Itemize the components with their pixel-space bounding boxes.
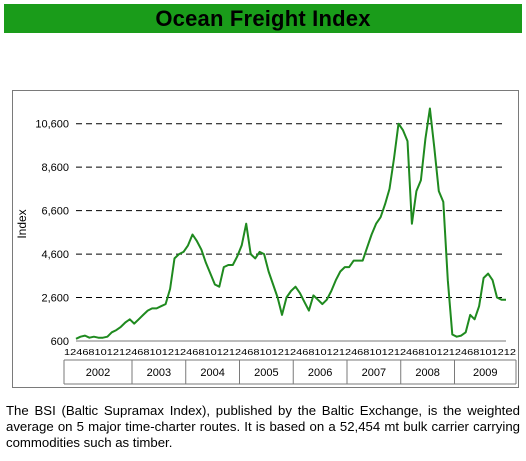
- year-label: 2006: [308, 367, 332, 379]
- title-banner: Ocean Freight Index: [4, 4, 522, 33]
- y-tick-label: 2,600: [41, 293, 69, 305]
- y-tick-label: 8,600: [41, 162, 69, 174]
- year-label: 2008: [415, 367, 439, 379]
- year-label: 2002: [86, 367, 110, 379]
- chart-caption: The BSI (Baltic Supramax Index), publish…: [6, 403, 520, 450]
- y-tick-label: 6,600: [41, 206, 69, 218]
- page-title: Ocean Freight Index: [155, 5, 371, 31]
- freight-index-chart: Index 600 2,600 4,600 6,600 8,600 10,600 12468…: [15, 107, 517, 385]
- y-tick-label: 4,600: [41, 249, 69, 261]
- month-tick-labels: 1246810121246810121246810121246810121246…: [64, 347, 516, 357]
- y-tick-label: 600: [51, 336, 69, 348]
- year-label: 2003: [147, 367, 171, 379]
- y-tick-label: 10,600: [35, 119, 69, 131]
- chart-frame: Index 600 2,600 4,600 6,600 8,600 10,600 12468…: [12, 90, 519, 388]
- year-label: 2009: [473, 367, 497, 379]
- y-axis-label: Index: [15, 209, 29, 238]
- year-label: 2005: [254, 367, 278, 379]
- series-line: [75, 107, 506, 340]
- year-label: 2004: [200, 367, 224, 379]
- year-label: 2007: [362, 367, 386, 379]
